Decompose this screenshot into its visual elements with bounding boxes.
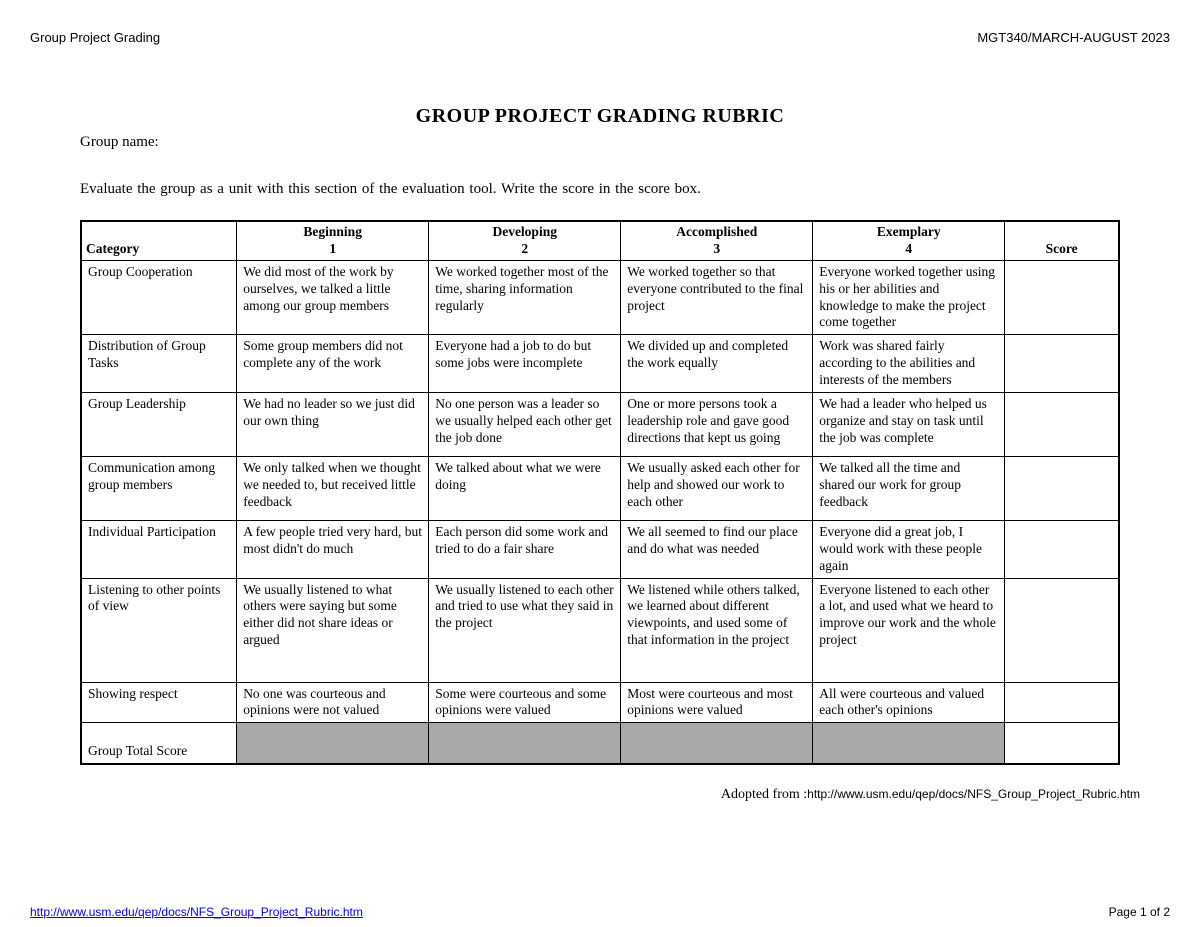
- level-cell: We listened while others talked, we lear…: [621, 578, 813, 682]
- table-row: Group CooperationWe did most of the work…: [81, 260, 1119, 335]
- level-cell: Everyone had a job to do but some jobs w…: [429, 335, 621, 393]
- adopted-line: Adopted from :http://www.usm.edu/qep/doc…: [30, 787, 1140, 803]
- page-title: GROUP PROJECT GRADING RUBRIC: [30, 105, 1170, 128]
- level-cell: We did most of the work by ourselves, we…: [237, 260, 429, 335]
- col-score: Score: [1005, 221, 1119, 260]
- level-cell: Some group members did not complete any …: [237, 335, 429, 393]
- category-cell: Distribution of Group Tasks: [81, 335, 237, 393]
- category-cell: Group Leadership: [81, 392, 237, 456]
- score-cell[interactable]: [1005, 456, 1119, 520]
- adopted-url: http://www.usm.edu/qep/docs/NFS_Group_Pr…: [807, 787, 1140, 801]
- level-cell: We usually listened to each other and tr…: [429, 578, 621, 682]
- level-cell: One or more persons took a leadership ro…: [621, 392, 813, 456]
- col-category: Category: [81, 221, 237, 260]
- table-row: Individual ParticipationA few people tri…: [81, 520, 1119, 578]
- level-cell: We divided up and completed the work equ…: [621, 335, 813, 393]
- total-row: Group Total Score: [81, 723, 1119, 764]
- total-label: Group Total Score: [81, 723, 237, 764]
- category-cell: Individual Participation: [81, 520, 237, 578]
- col-developing: Developing 2: [429, 221, 621, 260]
- footer-bar: http://www.usm.edu/qep/docs/NFS_Group_Pr…: [30, 905, 1170, 919]
- level-cell: Everyone listened to each other a lot, a…: [813, 578, 1005, 682]
- category-cell: Showing respect: [81, 682, 237, 723]
- score-cell[interactable]: [1005, 682, 1119, 723]
- table-row: Distribution of Group TasksSome group me…: [81, 335, 1119, 393]
- level-cell: We all seemed to find our place and do w…: [621, 520, 813, 578]
- footer-link[interactable]: http://www.usm.edu/qep/docs/NFS_Group_Pr…: [30, 905, 363, 919]
- level-cell: Most were courteous and most opinions we…: [621, 682, 813, 723]
- col-exemplary: Exemplary 4: [813, 221, 1005, 260]
- instruction-text: Evaluate the group as a unit with this s…: [30, 181, 1170, 198]
- category-cell: Listening to other points of view: [81, 578, 237, 682]
- running-header: Group Project Grading MGT340/MARCH-AUGUS…: [30, 30, 1170, 45]
- level-cell: Everyone did a great job, I would work w…: [813, 520, 1005, 578]
- category-cell: Group Cooperation: [81, 260, 237, 335]
- total-shade-cell: [429, 723, 621, 764]
- level-cell: We only talked when we thought we needed…: [237, 456, 429, 520]
- level-cell: We had a leader who helped us organize a…: [813, 392, 1005, 456]
- col-accomplished: Accomplished 3: [621, 221, 813, 260]
- header-row: Category Beginning 1 Developing 2 Accomp…: [81, 221, 1119, 260]
- rubric-container: Category Beginning 1 Developing 2 Accomp…: [30, 220, 1170, 765]
- level-cell: Everyone worked together using his or he…: [813, 260, 1005, 335]
- header-right: MGT340/MARCH-AUGUST 2023: [977, 30, 1170, 45]
- score-cell[interactable]: [1005, 520, 1119, 578]
- table-row: Communication among group membersWe only…: [81, 456, 1119, 520]
- table-row: Showing respectNo one was courteous and …: [81, 682, 1119, 723]
- level-cell: All were courteous and valued each other…: [813, 682, 1005, 723]
- level-cell: A few people tried very hard, but most d…: [237, 520, 429, 578]
- level-cell: We worked together most of the time, sha…: [429, 260, 621, 335]
- level-cell: Some were courteous and some opinions we…: [429, 682, 621, 723]
- page-number: Page 1 of 2: [1109, 905, 1170, 919]
- total-shade-cell: [237, 723, 429, 764]
- level-cell: No one person was a leader so we usually…: [429, 392, 621, 456]
- document-page: Group Project Grading MGT340/MARCH-AUGUS…: [0, 0, 1200, 927]
- group-name-label: Group name:: [30, 134, 1170, 151]
- header-left: Group Project Grading: [30, 30, 160, 45]
- level-cell: We talked about what we were doing: [429, 456, 621, 520]
- level-cell: We usually listened to what others were …: [237, 578, 429, 682]
- level-cell: Each person did some work and tried to d…: [429, 520, 621, 578]
- total-score-cell[interactable]: [1005, 723, 1119, 764]
- level-cell: We had no leader so we just did our own …: [237, 392, 429, 456]
- level-cell: No one was courteous and opinions were n…: [237, 682, 429, 723]
- total-shade-cell: [621, 723, 813, 764]
- table-row: Listening to other points of viewWe usua…: [81, 578, 1119, 682]
- level-cell: We talked all the time and shared our wo…: [813, 456, 1005, 520]
- level-cell: Work was shared fairly according to the …: [813, 335, 1005, 393]
- rubric-table: Category Beginning 1 Developing 2 Accomp…: [80, 220, 1120, 765]
- total-shade-cell: [813, 723, 1005, 764]
- score-cell[interactable]: [1005, 578, 1119, 682]
- score-cell[interactable]: [1005, 260, 1119, 335]
- category-cell: Communication among group members: [81, 456, 237, 520]
- col-beginning: Beginning 1: [237, 221, 429, 260]
- rubric-body: Group CooperationWe did most of the work…: [81, 260, 1119, 764]
- score-cell[interactable]: [1005, 392, 1119, 456]
- score-cell[interactable]: [1005, 335, 1119, 393]
- table-row: Group LeadershipWe had no leader so we j…: [81, 392, 1119, 456]
- adopted-prefix: Adopted from :: [721, 787, 807, 802]
- level-cell: We usually asked each other for help and…: [621, 456, 813, 520]
- level-cell: We worked together so that everyone cont…: [621, 260, 813, 335]
